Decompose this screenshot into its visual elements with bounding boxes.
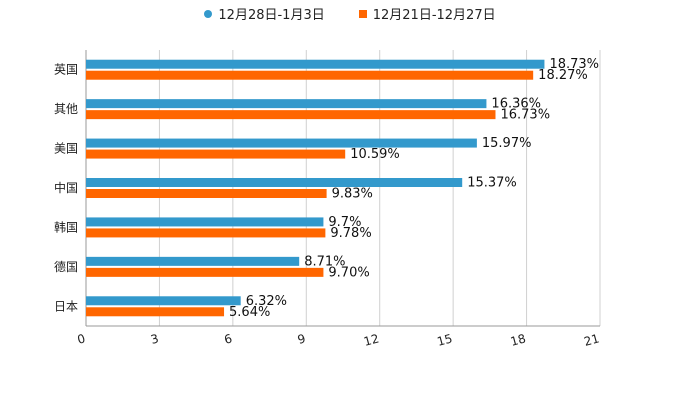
category-label-5: 德国 — [54, 259, 78, 274]
bar-1-0[interactable] — [86, 59, 545, 69]
bar-1-5[interactable] — [86, 256, 300, 266]
legend-label-series-1: 12月28日-1月3日 — [218, 8, 325, 23]
x-tick-label-6: 18 — [509, 331, 527, 348]
data-label-2-0: 18.27% — [538, 68, 588, 83]
bar-2-1[interactable] — [86, 110, 496, 120]
data-label-1-6: 6.32% — [246, 294, 287, 309]
x-tick-label-3: 9 — [296, 331, 307, 347]
data-label-1-3: 15.37% — [467, 176, 517, 191]
bar-2-3[interactable] — [86, 189, 327, 198]
bar-2-0[interactable] — [86, 70, 534, 80]
legend-marker-series-2 — [358, 9, 367, 18]
bar-1-2[interactable] — [86, 138, 477, 148]
bar-1-4[interactable] — [86, 217, 324, 227]
legend-label-series-2: 12月21日-12月27日 — [372, 8, 496, 23]
bar-1-3[interactable] — [86, 178, 463, 187]
legend-marker-series-1 — [204, 9, 213, 18]
data-label-1-1: 16.36% — [491, 97, 541, 112]
data-label-2-3: 9.83% — [332, 187, 373, 202]
data-label-2-1: 16.73% — [500, 108, 550, 123]
data-label-1-5: 8.71% — [304, 254, 345, 269]
data-label-2-2: 10.59% — [350, 147, 400, 162]
category-label-2: 美国 — [54, 142, 78, 156]
bar-1-6[interactable] — [86, 296, 241, 306]
data-label-1-0: 18.73% — [549, 57, 599, 72]
data-label-1-4: 9.7% — [328, 215, 361, 230]
bar-2-4[interactable] — [86, 228, 326, 238]
legend-item-series-2[interactable]: 12月21日-12月27日 — [358, 4, 496, 23]
legend-item-series-1[interactable]: 12月28日-1月3日 — [204, 4, 325, 23]
x-tick-label-7: 21 — [582, 331, 600, 348]
x-tick-label-0: 0 — [76, 331, 87, 347]
data-label-2-6: 5.64% — [229, 305, 270, 320]
data-label-2-5: 9.70% — [328, 265, 369, 280]
category-label-6: 日本 — [54, 299, 78, 313]
category-label-1: 其他 — [54, 102, 78, 116]
bar-2-5[interactable] — [86, 267, 324, 277]
bar-2-6[interactable] — [86, 307, 225, 317]
category-label-4: 韩国 — [54, 219, 78, 234]
x-tick-label-5: 15 — [436, 331, 454, 348]
legend: 12月28日-1月3日 12月21日-12月27日 — [0, 4, 700, 23]
bar-1-1[interactable] — [86, 99, 487, 109]
data-label-2-4: 9.78% — [330, 226, 371, 241]
x-tick-label-4: 12 — [362, 331, 380, 348]
category-label-0: 英国 — [54, 63, 78, 77]
bar-2-2[interactable] — [86, 149, 346, 159]
data-label-1-2: 15.97% — [482, 136, 532, 151]
x-tick-label-2: 6 — [223, 331, 234, 347]
category-label-3: 中国 — [54, 180, 78, 195]
x-tick-label-1: 3 — [149, 331, 160, 347]
